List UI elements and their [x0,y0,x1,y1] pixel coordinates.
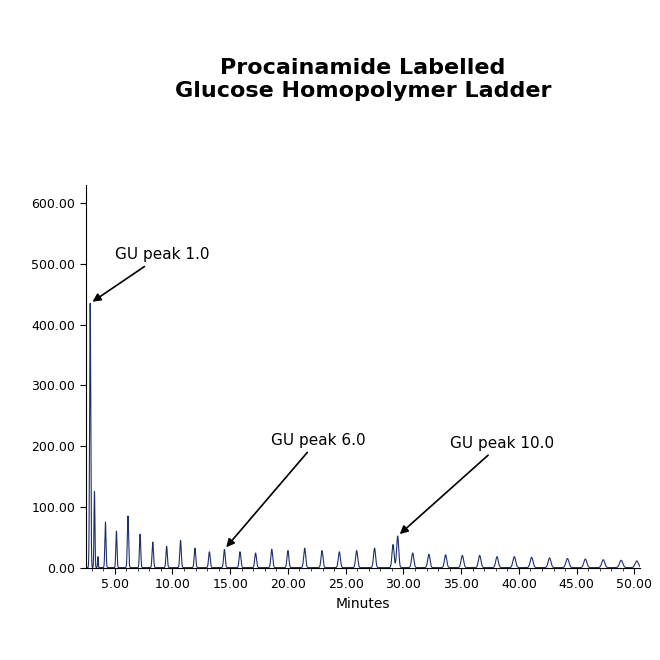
X-axis label: Minutes: Minutes [336,597,390,610]
Text: GU peak 1.0: GU peak 1.0 [94,248,209,301]
Text: Procainamide Labelled
Glucose Homopolymer Ladder: Procainamide Labelled Glucose Homopolyme… [175,57,551,101]
Text: GU peak 6.0: GU peak 6.0 [228,432,365,546]
Text: GU peak 10.0: GU peak 10.0 [401,436,554,533]
